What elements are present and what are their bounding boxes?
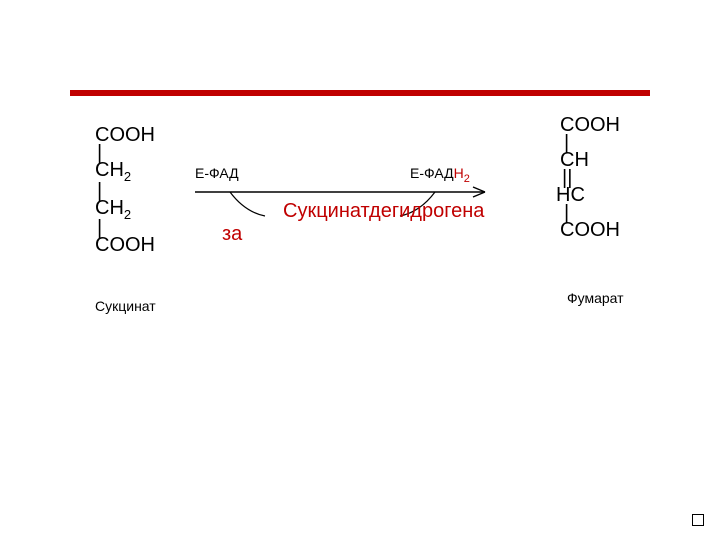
bond: | — [95, 146, 155, 160]
double-bond: || — [556, 171, 620, 185]
cofactor-fad: Е-ФАД — [195, 165, 239, 181]
enzyme-name-line2: за — [222, 223, 242, 246]
succinate-cooh-top: COOH — [95, 125, 155, 146]
slide-canvas: COOH | CH2 | CH2 | COOH Сукцинат COOH | … — [0, 0, 720, 540]
succinate-ch2-2: CH2 — [95, 198, 155, 222]
bond: | — [95, 221, 155, 235]
enzyme-name-line1: Сукцинатдегидрогена — [283, 200, 484, 223]
cofactor-fadh2-h: Н — [454, 165, 464, 181]
fumarate-label: Фумарат — [567, 290, 624, 306]
bond: | — [556, 206, 620, 220]
succinate-ch2-1: CH2 — [95, 160, 155, 184]
succinate-structure: COOH | CH2 | CH2 | COOH — [95, 125, 155, 256]
cofactor-curve-left — [230, 192, 265, 216]
succinate-cooh-bottom: COOH — [95, 235, 155, 256]
slide-corner-marker — [692, 514, 704, 526]
fumarate-cooh-bottom: COOH — [556, 220, 620, 241]
bond: | — [95, 184, 155, 198]
cofactor-fadh2-prefix: Е-ФАД — [410, 165, 454, 181]
fumarate-structure: COOH | CH || HC | COOH — [556, 115, 620, 241]
bond: | — [556, 136, 620, 150]
title-rule — [70, 90, 650, 96]
succinate-label: Сукцинат — [95, 298, 156, 314]
